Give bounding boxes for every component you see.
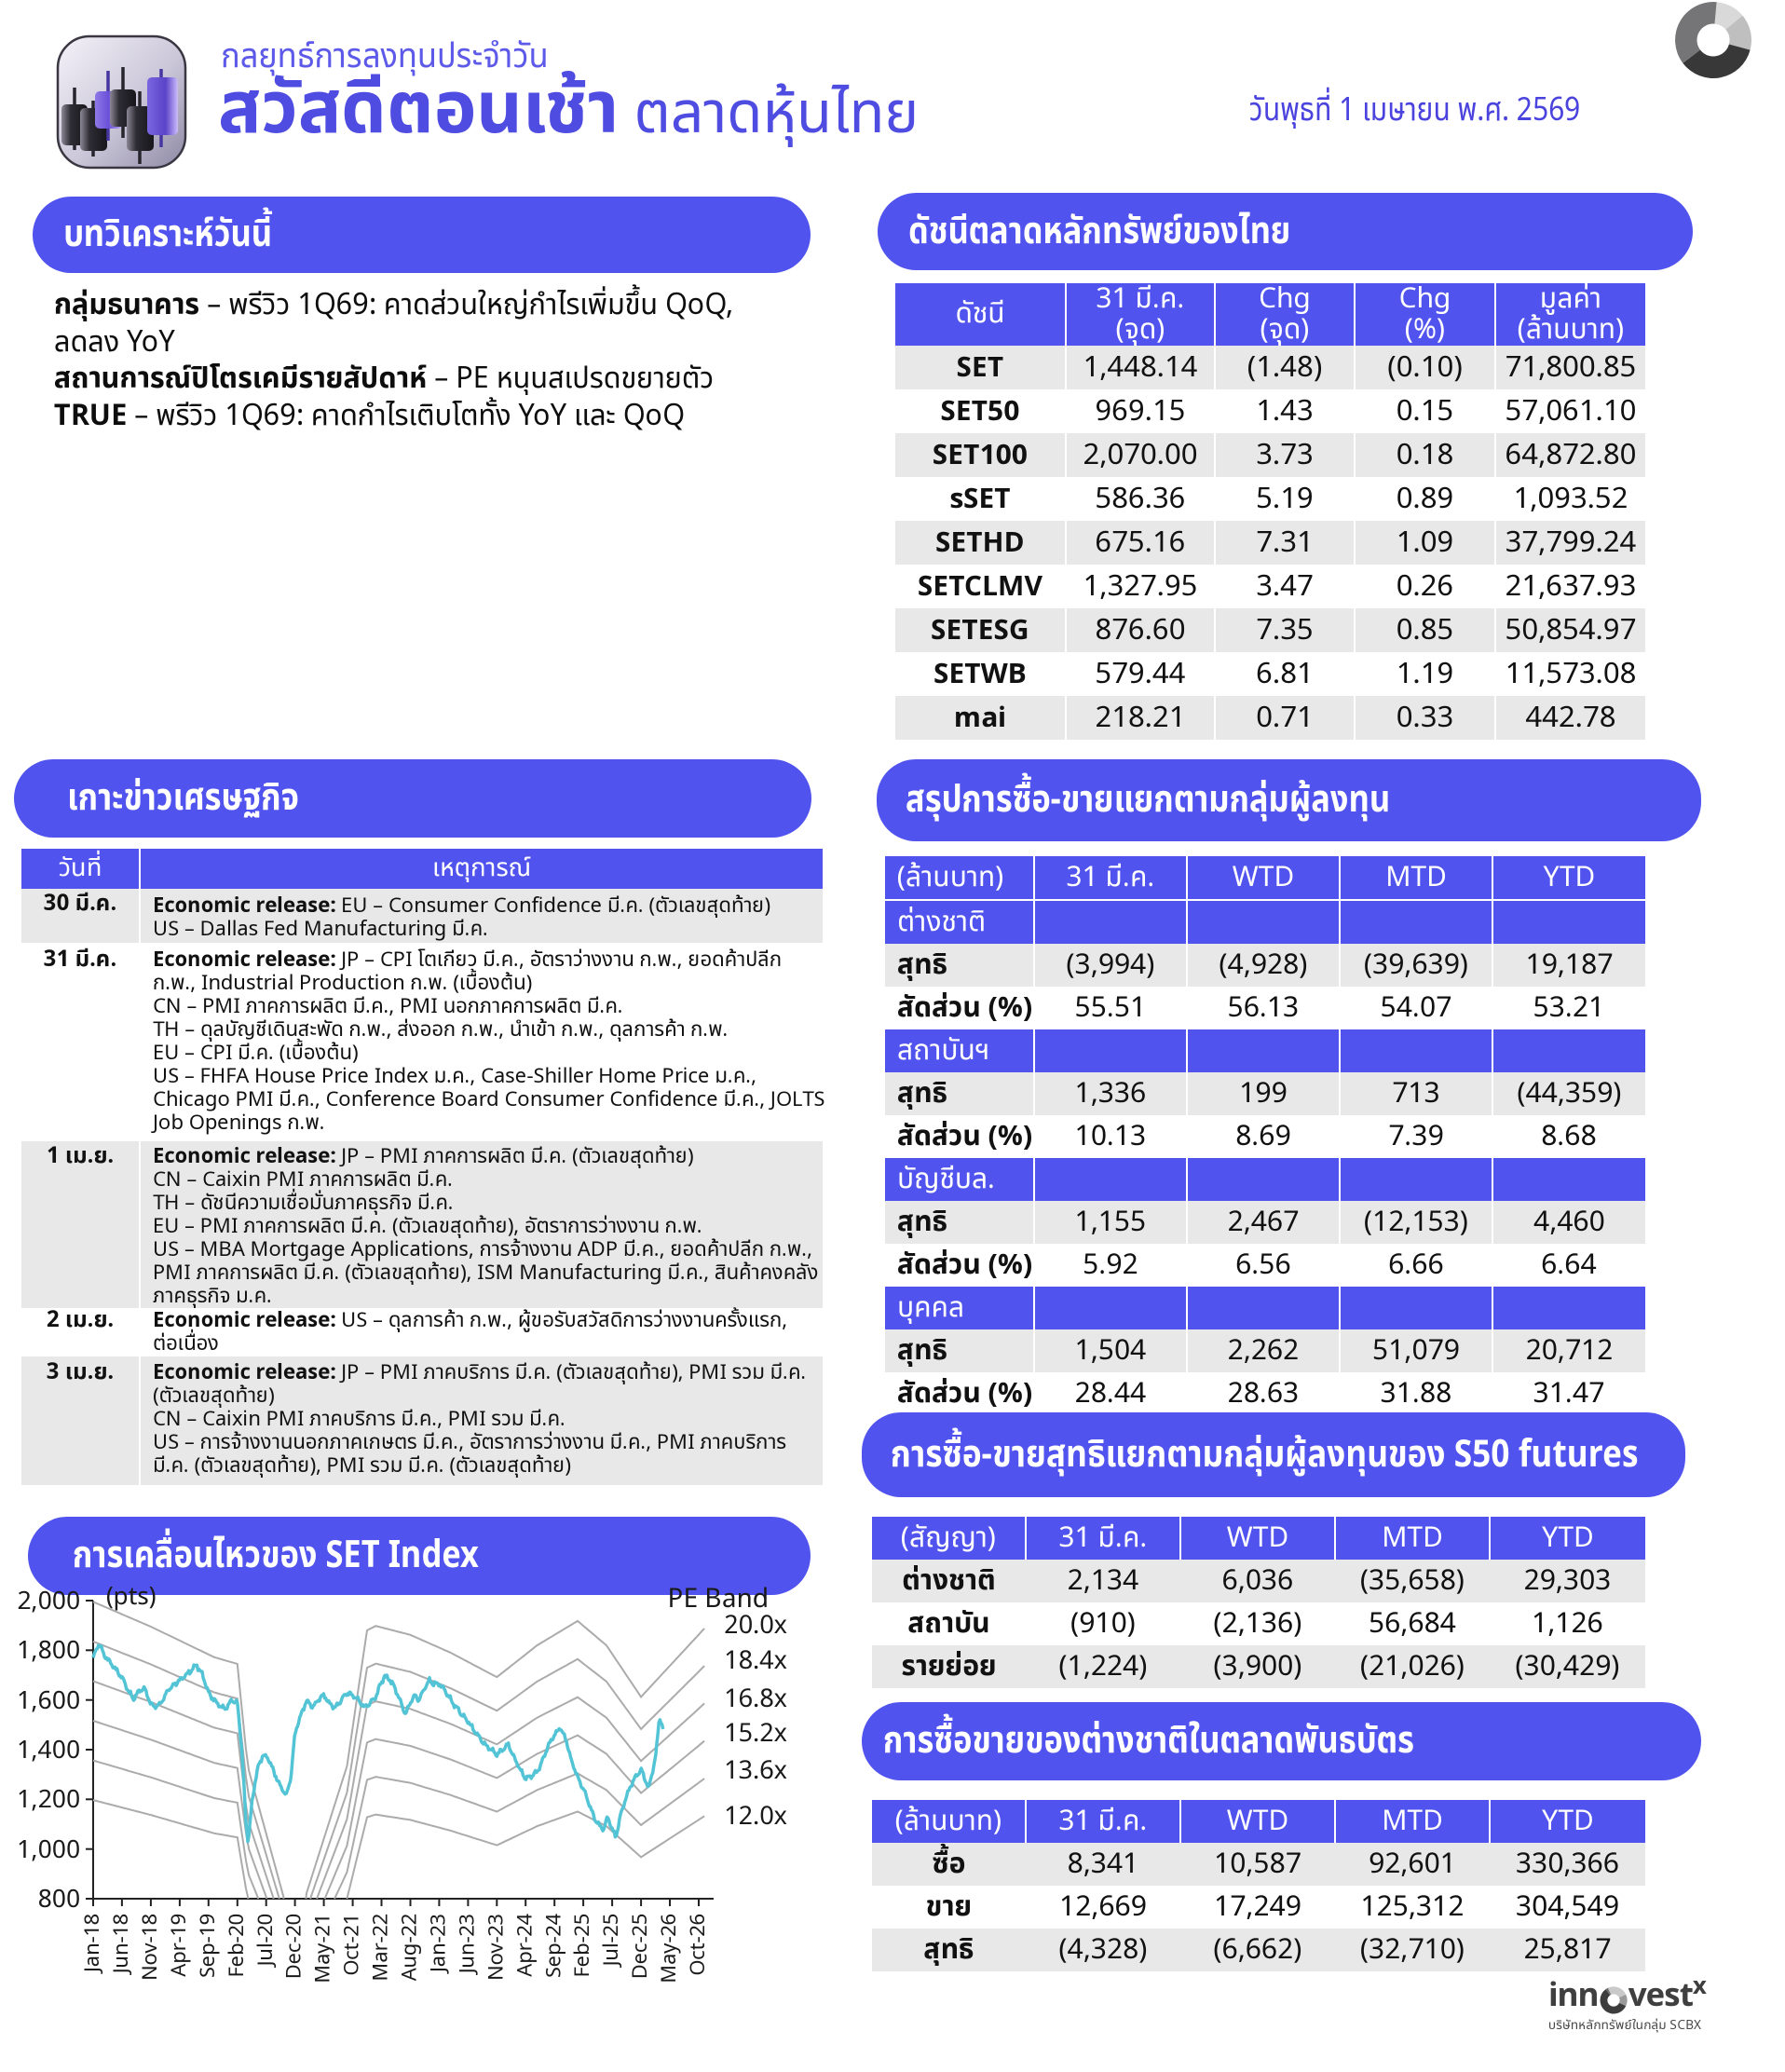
svg-text:16.8x: 16.8x xyxy=(724,1681,787,1719)
svg-text:May-21: May-21 xyxy=(308,1914,339,1983)
svg-text:Jul-25: Jul-25 xyxy=(596,1914,627,1968)
svg-text:1,000: 1,000 xyxy=(17,1832,80,1869)
svg-text:Jan-18: Jan-18 xyxy=(77,1914,108,1974)
svg-text:Sep-19: Sep-19 xyxy=(193,1914,224,1978)
svg-text:Oct-26: Oct-26 xyxy=(683,1914,714,1976)
svg-text:Apr-24: Apr-24 xyxy=(510,1913,540,1976)
svg-text:Nov-18: Nov-18 xyxy=(135,1914,166,1981)
svg-text:18.4x: 18.4x xyxy=(724,1643,787,1681)
svg-text:Feb-25: Feb-25 xyxy=(567,1914,598,1977)
svg-text:Apr-19: Apr-19 xyxy=(164,1914,195,1977)
svg-text:Sep-24: Sep-24 xyxy=(538,1913,569,1978)
svg-text:(pts): (pts) xyxy=(106,1578,156,1615)
svg-text:1,800: 1,800 xyxy=(17,1632,80,1670)
svg-text:800: 800 xyxy=(38,1881,80,1918)
svg-text:2,000: 2,000 xyxy=(17,1583,80,1620)
svg-text:Dec-20: Dec-20 xyxy=(279,1914,310,1979)
svg-text:May-26: May-26 xyxy=(654,1914,685,1983)
svg-text:Dec-25: Dec-25 xyxy=(625,1914,656,1979)
svg-text:Jul-20: Jul-20 xyxy=(251,1914,281,1968)
svg-text:Jun-18: Jun-18 xyxy=(106,1914,137,1975)
svg-text:20.0x: 20.0x xyxy=(724,1607,787,1645)
svg-text:Oct-21: Oct-21 xyxy=(337,1914,368,1976)
svg-text:Nov-23: Nov-23 xyxy=(481,1914,511,1981)
svg-text:Aug-22: Aug-22 xyxy=(395,1914,426,1981)
svg-text:12.0x: 12.0x xyxy=(724,1798,787,1836)
svg-text:Jan-23: Jan-23 xyxy=(424,1914,455,1974)
svg-text:1,400: 1,400 xyxy=(17,1732,80,1769)
svg-text:1,200: 1,200 xyxy=(17,1781,80,1819)
svg-text:PE Band: PE Band xyxy=(668,1579,769,1619)
svg-text:15.2x: 15.2x xyxy=(724,1715,787,1753)
svg-text:Jun-23: Jun-23 xyxy=(453,1914,484,1975)
svg-text:1,600: 1,600 xyxy=(17,1683,80,1720)
svg-text:Mar-22: Mar-22 xyxy=(366,1914,397,1981)
svg-text:Feb-20: Feb-20 xyxy=(222,1914,252,1977)
svg-text:13.6x: 13.6x xyxy=(724,1752,787,1791)
